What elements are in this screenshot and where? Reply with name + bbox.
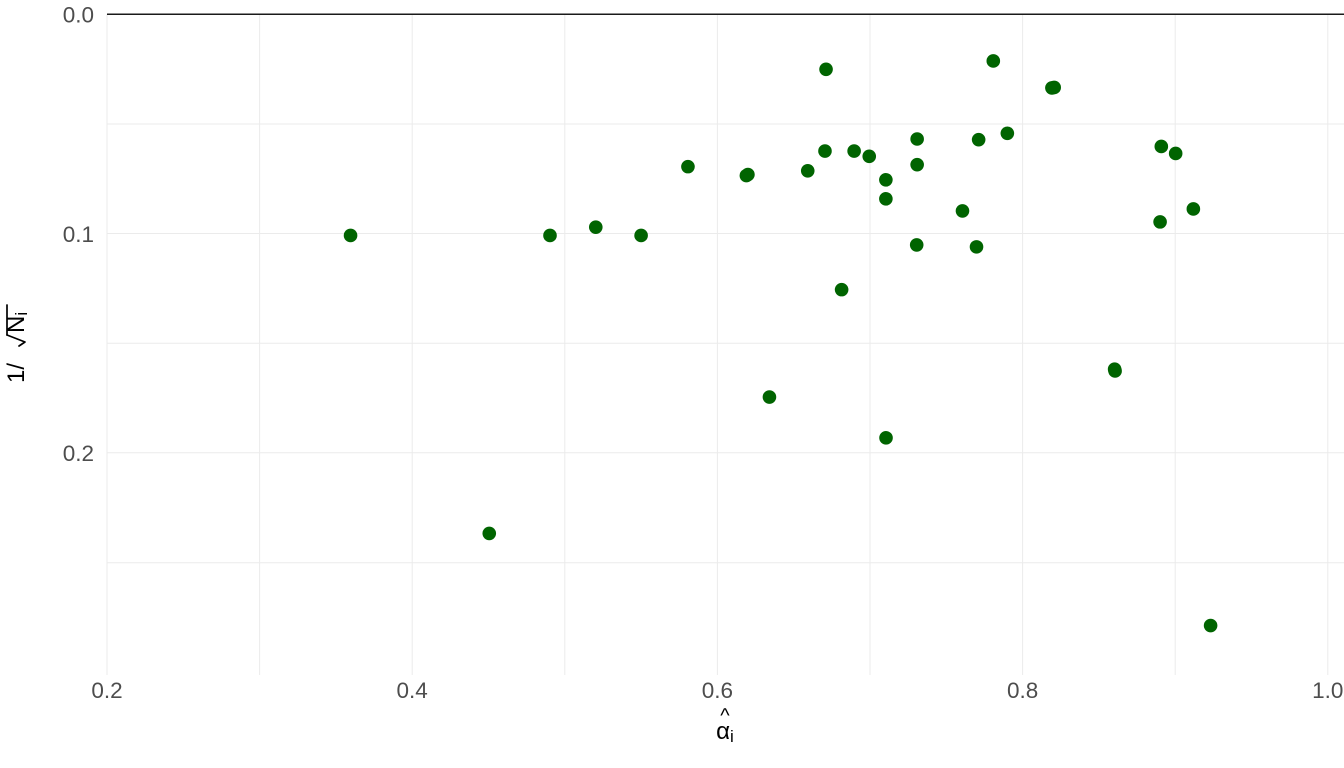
svg-text:0.4: 0.4 (397, 678, 428, 703)
svg-text:0.2: 0.2 (63, 441, 94, 466)
svg-text:0.2: 0.2 (91, 678, 122, 703)
svg-text:0.6: 0.6 (702, 678, 733, 703)
svg-text:1/: 1/ (3, 363, 30, 383)
svg-text:0.0: 0.0 (63, 3, 94, 28)
svg-text:1.0: 1.0 (1312, 678, 1343, 703)
svg-text:0.8: 0.8 (1007, 678, 1038, 703)
svg-text:αi: αi (716, 718, 734, 746)
svg-text:0.1: 0.1 (63, 222, 94, 247)
